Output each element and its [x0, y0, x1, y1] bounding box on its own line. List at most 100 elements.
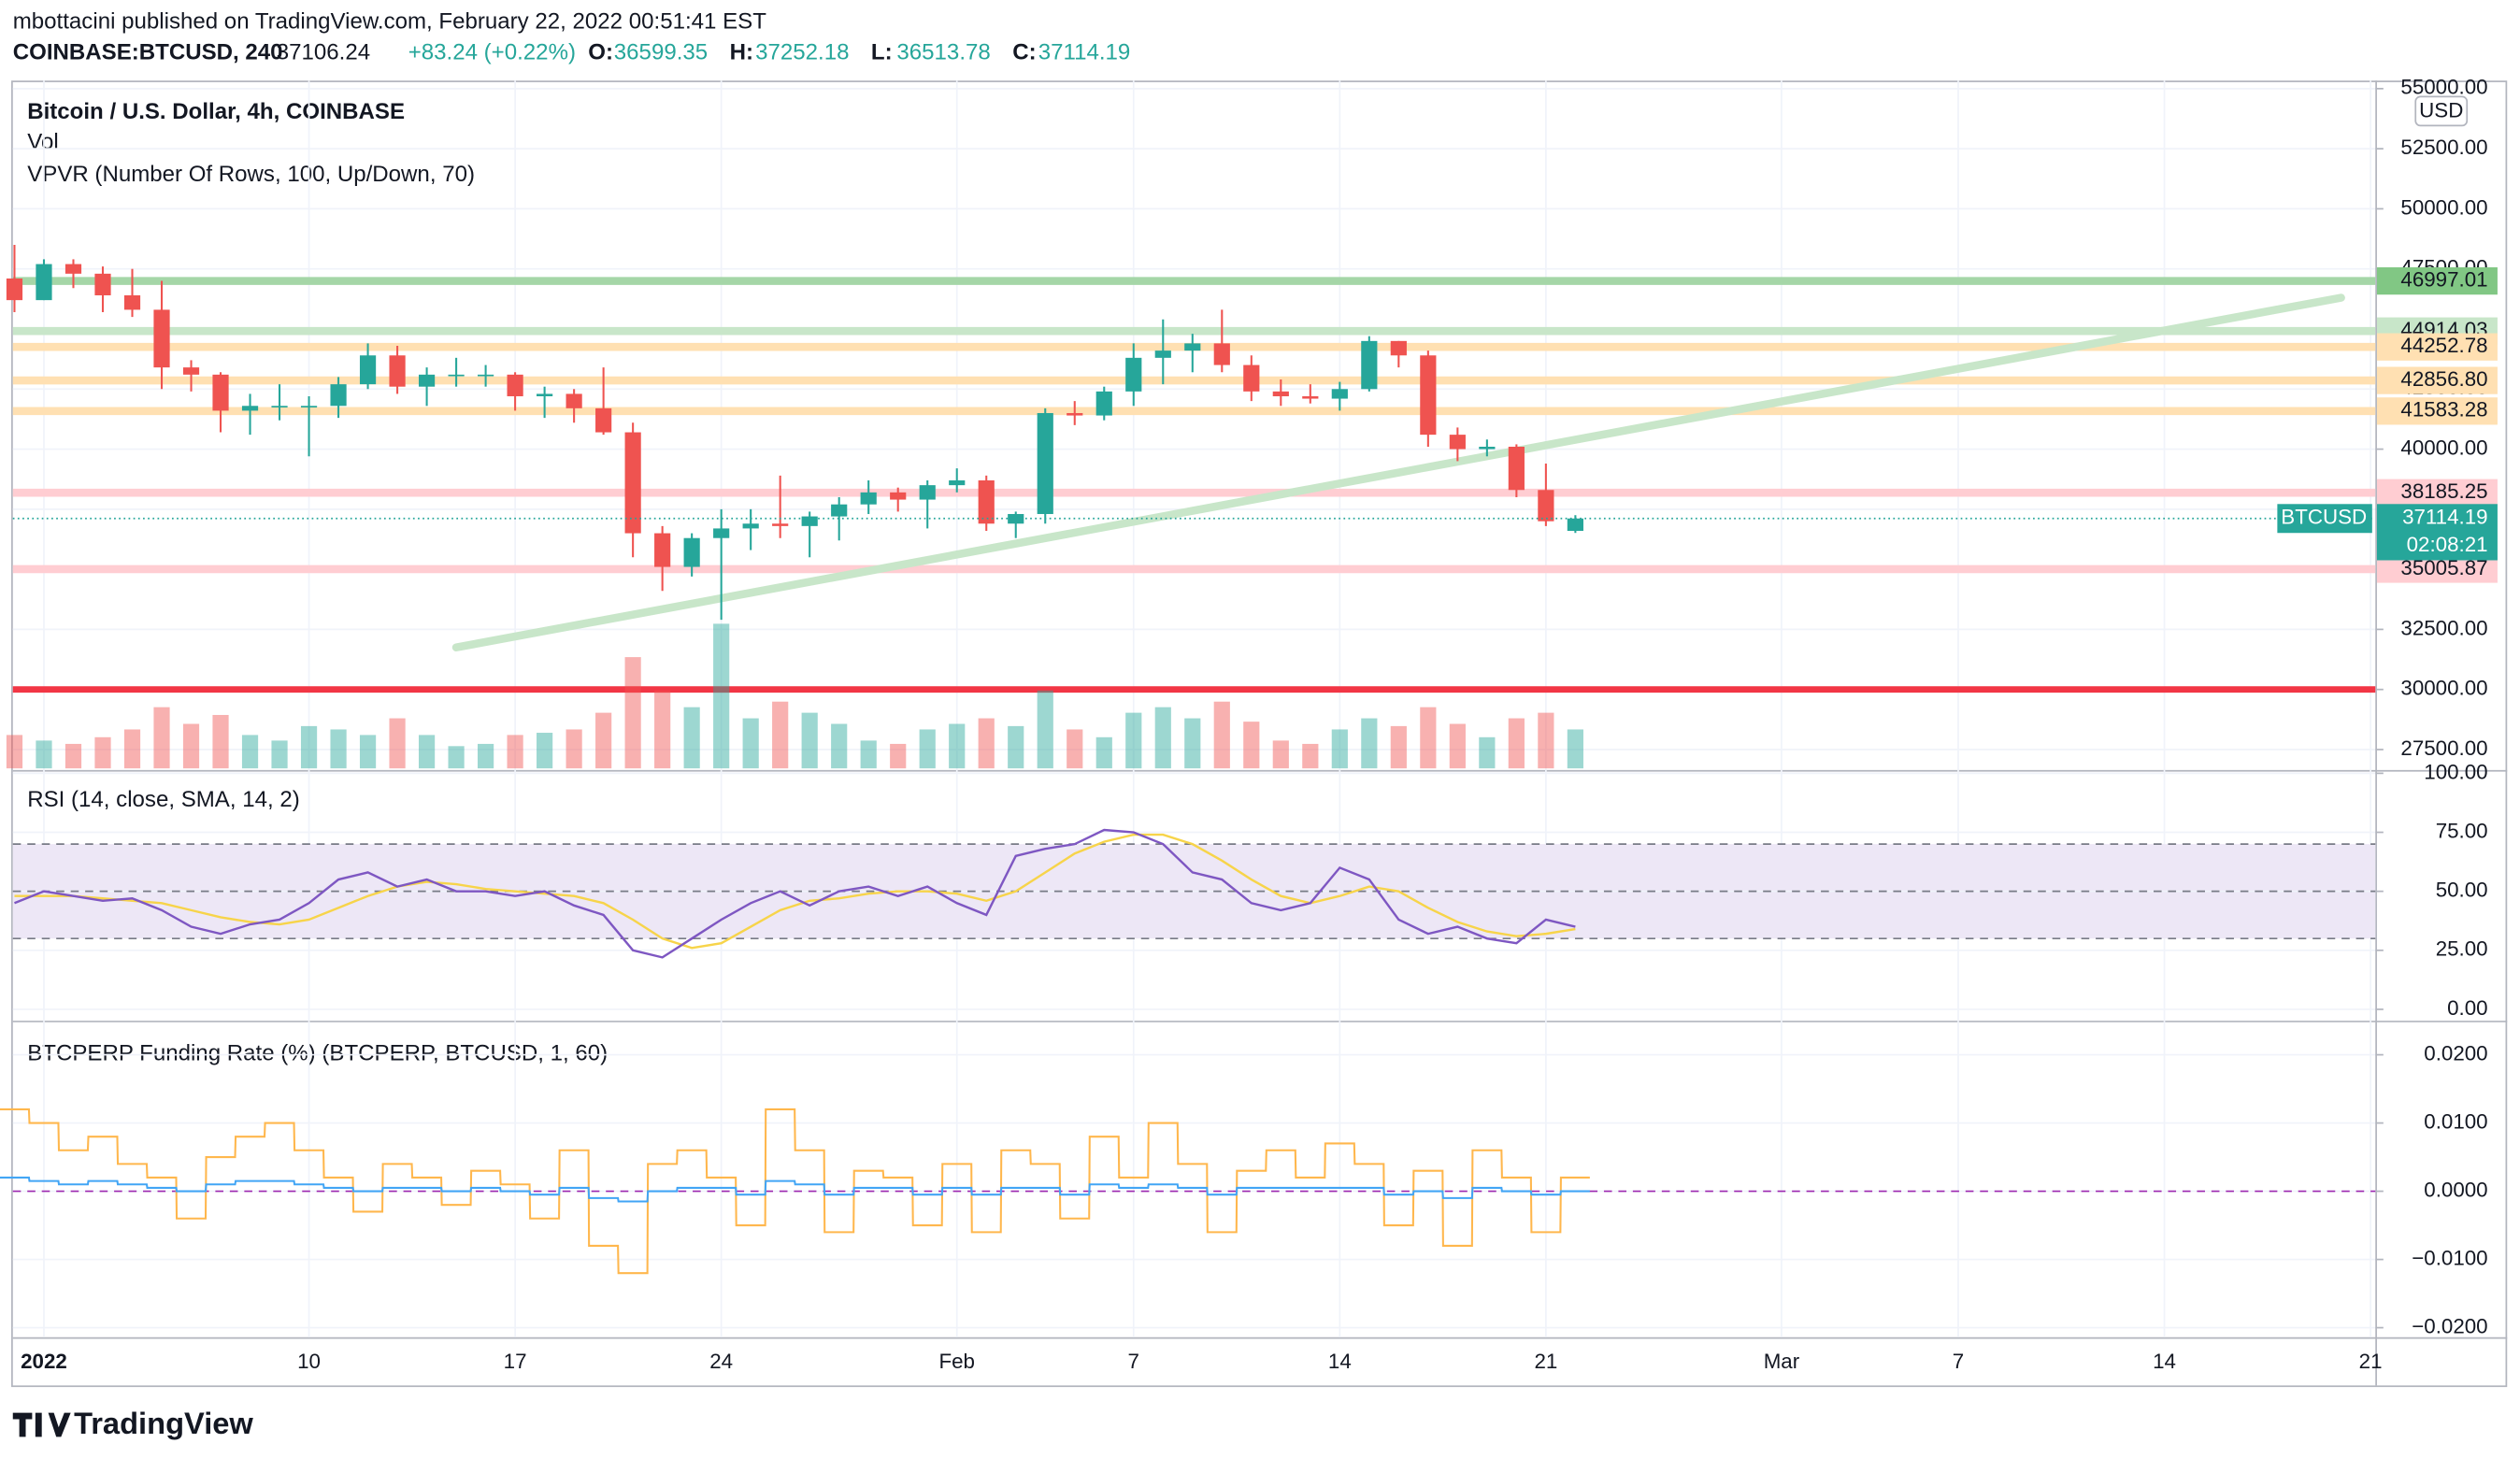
- x-tick-label: 21: [1534, 1350, 1557, 1373]
- volume-bar: [1154, 707, 1171, 769]
- ohlc-label: O:: [588, 39, 613, 64]
- volume-bar: [389, 718, 406, 769]
- candle-body: [595, 407, 612, 433]
- y-tick-label: 52500.00: [2400, 136, 2487, 159]
- candle-body: [1095, 391, 1112, 416]
- x-tick-label: 7: [1128, 1350, 1139, 1373]
- y-tick-label: 100.00: [2424, 760, 2487, 783]
- ohlc-value: 37114.19: [1038, 39, 1131, 64]
- candle-body: [742, 523, 759, 529]
- volume-bar: [1243, 722, 1260, 769]
- volume-bar: [949, 723, 966, 769]
- price-tag: [2376, 504, 2498, 561]
- volume-bar: [1008, 725, 1024, 769]
- volume-bar: [123, 729, 141, 769]
- candle-body: [478, 374, 494, 377]
- candle-body: [890, 492, 907, 500]
- candle-body: [271, 406, 288, 407]
- volume-bar: [1125, 712, 1142, 769]
- candle-body: [801, 516, 818, 526]
- last-price: 37106.24: [277, 39, 370, 64]
- ohlc-value: 36599.35: [614, 39, 708, 64]
- y-tick-label: 40000.00: [2400, 436, 2487, 459]
- candle-body: [1479, 446, 1496, 450]
- candle-body: [418, 374, 436, 387]
- volume-bar: [478, 743, 494, 769]
- candle-body: [713, 528, 730, 538]
- volume-bar: [713, 623, 730, 769]
- change: +83.24 (+0.22%): [408, 39, 576, 64]
- y-tick-label: 55000.00: [2400, 76, 2487, 99]
- trendline: [451, 293, 2345, 651]
- volume-bar: [1272, 740, 1289, 769]
- candle-body: [1067, 412, 1083, 416]
- candle-body: [6, 278, 23, 301]
- level-label: 44252.78: [2400, 334, 2487, 357]
- ohlc-value: 37252.18: [755, 39, 849, 64]
- volume-bar: [624, 657, 641, 769]
- x-tick-label: 10: [297, 1350, 321, 1373]
- level-tag: [2376, 333, 2498, 361]
- candle-body: [359, 355, 377, 385]
- candle-body: [36, 264, 52, 301]
- y-tick-label: −0.0100: [2412, 1246, 2487, 1269]
- candle-body: [654, 533, 671, 567]
- symbol-tag: [2277, 504, 2372, 534]
- volume-bar: [1508, 718, 1525, 769]
- x-tick-label: 21: [2359, 1350, 2383, 1373]
- candle-body: [860, 492, 877, 505]
- volume-bar: [36, 740, 52, 769]
- volume-bar: [418, 735, 436, 769]
- currency: USD: [2419, 99, 2463, 122]
- ohlc-label: L:: [871, 39, 893, 64]
- candle-body: [389, 355, 406, 387]
- candle-body: [448, 374, 465, 377]
- volume-bar: [1361, 718, 1378, 769]
- volume-bar: [860, 740, 877, 769]
- candle-body: [212, 374, 229, 411]
- candle-body: [1449, 435, 1466, 450]
- y-tick-label: 25.00: [2436, 937, 2488, 961]
- volume-bar: [890, 743, 907, 769]
- x-tick-label: 14: [1328, 1350, 1352, 1373]
- candle-body: [1508, 446, 1525, 491]
- frame: [11, 80, 2508, 1388]
- funding-line: [0, 1108, 1590, 1275]
- candle-body: [123, 294, 141, 310]
- y-tick-label: 50000.00: [2400, 195, 2487, 219]
- level-label: 46997.01: [2400, 268, 2487, 292]
- candle-body: [94, 273, 111, 295]
- candle-body: [241, 406, 259, 411]
- volume-bar: [1184, 718, 1201, 769]
- volume-bar: [94, 736, 111, 769]
- x-tick-label: 24: [709, 1350, 733, 1373]
- volume-bar: [1390, 725, 1407, 769]
- y-tick-label: 27500.00: [2400, 736, 2487, 760]
- pane-title: RSI (14, close, SMA, 14, 2): [27, 787, 300, 812]
- candle-body: [1538, 490, 1554, 522]
- candle-body: [683, 537, 700, 567]
- candle-body: [1154, 350, 1171, 358]
- volume-bar: [742, 718, 759, 769]
- symbol-tag-label: BTCUSD: [2281, 506, 2367, 529]
- y-tick-label: 0.0000: [2424, 1178, 2487, 1201]
- ohlc-label: H:: [730, 39, 753, 64]
- x-tick-label: Mar: [1764, 1350, 1800, 1373]
- currency-badge[interactable]: [2414, 95, 2469, 127]
- y-tick-label: 0.0100: [2424, 1109, 2487, 1133]
- ohlc-value: 36513.78: [896, 39, 990, 64]
- volume-bar: [6, 735, 23, 769]
- volume-bar: [1538, 712, 1554, 769]
- y-tick-label: 75.00: [2436, 819, 2488, 842]
- x-tick-label: 14: [2153, 1350, 2176, 1373]
- x-tick-label: Feb: [938, 1350, 975, 1373]
- volume-bar: [595, 712, 612, 769]
- pane-title: BTCPERP Funding Rate (%) (BTCPERP, BTCUS…: [27, 1041, 608, 1066]
- volume-bar: [1449, 723, 1466, 769]
- level-label: 41583.28: [2400, 398, 2487, 422]
- ohlc-readout: O: 36599.35 H: 37252.18 L: 36513.78 C: 37114.19: [588, 39, 1130, 64]
- symbol: COINBASE:BTCUSD, 240: [13, 39, 283, 64]
- pane-title: Bitcoin / U.S. Dollar, 4h, COINBASE: [27, 99, 405, 124]
- candle-body: [1567, 518, 1583, 532]
